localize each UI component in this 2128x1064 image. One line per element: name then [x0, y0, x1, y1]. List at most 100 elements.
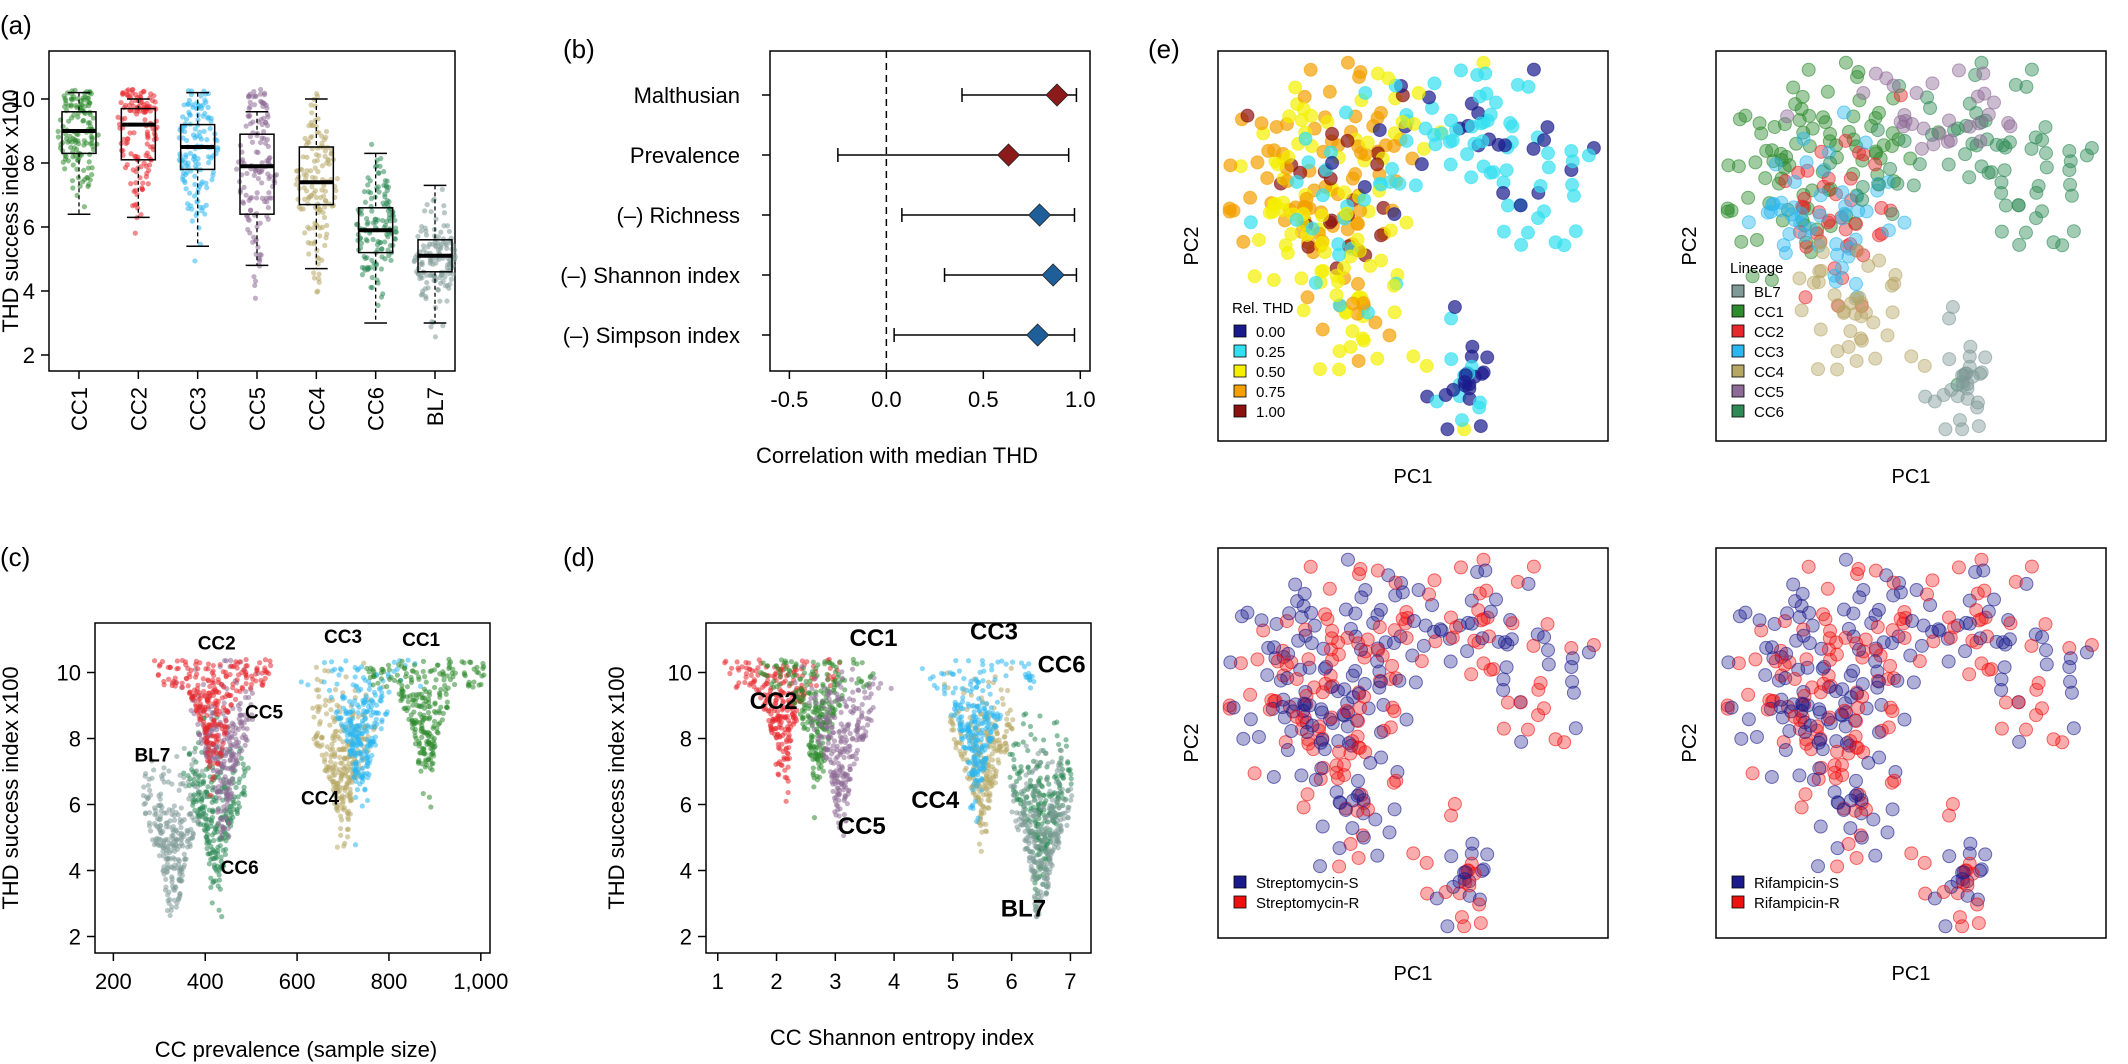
point-CC2	[268, 662, 274, 669]
point-CC5	[854, 722, 861, 728]
pca-point	[1250, 155, 1265, 170]
xtick-label: 1,000	[453, 969, 508, 994]
point-CC4	[976, 841, 983, 847]
point-CC6	[235, 800, 241, 806]
point-BL7	[1014, 810, 1020, 816]
point-CC3	[405, 657, 411, 663]
point-BL7	[171, 813, 177, 819]
point-CC5	[846, 776, 853, 782]
point-CC2	[758, 695, 764, 701]
point-CC2	[179, 680, 185, 686]
point-CC5	[246, 716, 252, 722]
point-CC2	[207, 759, 213, 765]
point-CC4	[345, 826, 351, 832]
b-estimate-diamond	[1041, 263, 1065, 287]
a-point-CC1	[70, 162, 76, 168]
point-CC5	[223, 658, 229, 664]
point-CC3	[378, 685, 384, 691]
point-CC5	[859, 710, 865, 716]
point-CC1	[428, 668, 435, 674]
a-point-CC3	[204, 185, 210, 191]
point-CC2	[209, 733, 215, 739]
a-point-CC4	[311, 158, 318, 164]
point-CC3	[960, 706, 966, 712]
point-CC1	[444, 699, 450, 705]
pca-point	[1247, 269, 1262, 284]
point-CC2	[244, 663, 250, 669]
point-CC3	[357, 781, 363, 787]
a-point-CC3	[192, 193, 198, 199]
a-point-CC5	[251, 274, 257, 280]
xtick-label: 6	[1006, 969, 1018, 994]
point-CC5	[845, 723, 851, 729]
point-CC2	[237, 688, 243, 694]
a-point-CC5	[259, 160, 265, 166]
panel-d-xlabel: CC Shannon entropy index	[770, 1025, 1034, 1050]
point-CC6	[181, 770, 187, 776]
a-point-CC2	[138, 212, 144, 218]
point-CC2	[769, 706, 775, 712]
point-CC3	[354, 702, 361, 708]
a-xtick-label: BL7	[423, 387, 448, 426]
point-CC4	[962, 767, 968, 773]
point-CC3	[360, 712, 366, 718]
a-point-CC1	[74, 166, 80, 172]
point-BL7	[1042, 814, 1048, 821]
point-CC5	[220, 788, 226, 795]
a-point-CC2	[135, 154, 141, 160]
pca-point	[1266, 272, 1281, 287]
point-CC5	[832, 714, 838, 721]
point-CC2	[200, 676, 206, 682]
point-CC3	[989, 662, 995, 668]
panel-e-label: (e)	[1148, 34, 1180, 64]
point-BL7	[181, 774, 187, 780]
point-CC5	[850, 689, 856, 695]
a-point-CC4	[294, 168, 300, 174]
panel-a-frame	[48, 50, 456, 372]
point-CC4	[327, 759, 334, 765]
pca-point	[1315, 208, 1330, 223]
point-CC2	[214, 739, 220, 745]
point-CC6	[1007, 774, 1013, 780]
a-xtick-label: CC3	[186, 387, 211, 431]
point-BL7	[1043, 750, 1049, 756]
point-CC3	[950, 690, 956, 696]
a-point-CC2	[127, 130, 133, 136]
point-CC1	[797, 711, 803, 717]
point-CC1	[764, 663, 771, 669]
point-BL7	[191, 817, 197, 823]
a-point-CC2	[151, 137, 157, 143]
ytick-label: 10	[57, 661, 81, 686]
a-point-CC6	[365, 175, 371, 181]
point-BL7	[153, 839, 159, 845]
point-CC3	[959, 736, 965, 742]
point-BL7	[1021, 807, 1027, 813]
point-CC5	[825, 711, 831, 717]
point-CC3	[361, 771, 367, 778]
point-CC5	[237, 706, 243, 712]
a-point-CC1	[84, 175, 90, 181]
point-CC3	[968, 678, 974, 684]
group-label-CC4: CC4	[301, 789, 339, 810]
point-CC1	[786, 667, 792, 673]
point-CC2	[204, 739, 210, 745]
a-point-BL7	[423, 293, 429, 300]
point-BL7	[178, 877, 184, 884]
point-CC6	[1017, 768, 1023, 775]
a-xtick-label: CC1	[67, 387, 92, 431]
a-point-CC2	[150, 144, 156, 150]
point-CC3	[977, 669, 983, 675]
point-BL7	[1032, 783, 1038, 790]
point-CC3	[1003, 673, 1009, 679]
point-CC2	[258, 677, 264, 684]
point-BL7	[1059, 786, 1066, 793]
point-CC5	[813, 700, 820, 706]
point-CC1	[370, 682, 376, 688]
a-point-CC2	[148, 91, 154, 97]
point-CC1	[423, 688, 429, 695]
point-CC2	[228, 702, 234, 708]
point-CC3	[364, 797, 371, 804]
b-row-label: (–) Simpson index	[563, 323, 740, 348]
point-CC1	[431, 718, 438, 725]
point-CC4	[347, 794, 354, 800]
